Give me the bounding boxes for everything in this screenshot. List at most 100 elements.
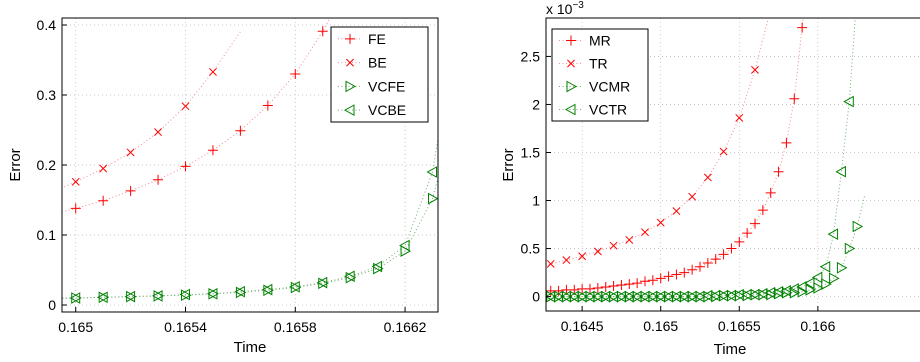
right-vctr-point: [654, 290, 666, 303]
right-legend-marker: [564, 103, 576, 116]
left-be-fit-curve: [62, 31, 241, 189]
right-mr-point: [569, 284, 580, 295]
left-legend-marker: [345, 80, 357, 93]
right-vctr-point: [576, 290, 587, 303]
right-mr-point: [781, 137, 792, 148]
left-vcbe-point: [261, 283, 273, 296]
left-y-axis-label: Error: [7, 148, 24, 181]
right-vctr-point: [796, 281, 807, 293]
left-fit-curves: [62, 18, 438, 299]
right-tr-point: [562, 256, 571, 265]
left-vcbe-point: [344, 270, 355, 283]
left-vcfe-point: [373, 262, 384, 275]
right-vctr-point: [599, 290, 611, 303]
left-vcbe-point: [316, 276, 328, 289]
right-vcmr-point: [821, 278, 832, 290]
left-vcfe-point: [428, 192, 438, 205]
right-mr-point: [687, 264, 698, 275]
right-x-tick-label: 0.1645: [561, 318, 604, 334]
left-fe-point: [290, 69, 301, 79]
left-x-tick-label: 0.165: [58, 319, 93, 335]
left-fe-point: [125, 185, 136, 196]
right-vctr-point: [678, 290, 689, 303]
right-mr-point: [773, 166, 784, 177]
right-axis-exponent-power: −3: [572, 0, 584, 11]
left-y-tick-label: 0.2: [37, 157, 57, 173]
right-legend-marker: [566, 80, 578, 93]
right-y-tick-label: 1.5: [521, 144, 541, 160]
right-vctr-point: [819, 260, 831, 273]
right-mr-point: [750, 218, 760, 229]
right-vctr-point: [623, 290, 634, 303]
right-vctr-point: [638, 290, 650, 303]
right-vctr-point: [811, 271, 823, 284]
right-mr-point: [671, 269, 682, 280]
left-be-point: [154, 128, 163, 137]
left-vcbe-point: [152, 290, 163, 302]
right-mr-point: [757, 205, 768, 216]
right-mr-point: [655, 273, 666, 284]
right-y-axis-label: Error: [500, 148, 517, 181]
right-x-tick-label: 0.165: [643, 318, 678, 334]
right-vctr-point: [568, 290, 579, 303]
right-mr-point: [702, 257, 713, 268]
right-legend-box: [551, 28, 649, 122]
left-fe-point: [70, 203, 81, 214]
right-vcmr-point: [836, 261, 848, 274]
left-fe-point: [235, 125, 246, 136]
left-legend-marker: [343, 104, 355, 116]
right-mr-point: [726, 243, 737, 254]
right-y-tick-label: 2.5: [521, 48, 541, 64]
left-legend-label: FE: [368, 31, 386, 47]
left-fe-point: [98, 195, 109, 206]
right-mr-point: [789, 93, 800, 104]
right-tr-point: [641, 228, 649, 237]
right-mr-point: [632, 278, 643, 289]
left-vcbe-point: [124, 290, 136, 303]
right-y-tick-label: 2: [532, 96, 540, 112]
left-be-point: [71, 177, 80, 186]
right-tr-point: [593, 247, 602, 256]
right-vctr-point: [741, 288, 752, 301]
right-vctr-point: [843, 95, 854, 108]
right-vctr-point: [546, 290, 556, 303]
right-ticks: 0.1645 0.165 0.1655 0.166 0 0.5 1 1.5 2 2.5: [521, 48, 836, 334]
right-legend-label: MR: [589, 33, 611, 49]
right-mr-point: [592, 282, 603, 293]
right-mr-point: [663, 271, 674, 282]
right-mr-point: [718, 249, 729, 260]
right-vctr-point: [717, 289, 729, 302]
right-tr-point: [625, 235, 634, 244]
left-fe-point: [317, 26, 328, 37]
right-mr-point: [616, 280, 627, 291]
right-legend-marker: [567, 59, 575, 68]
right-vctr-point: [701, 289, 713, 302]
left-be-point: [99, 164, 108, 173]
right-vctr-point: [709, 289, 721, 302]
left-fe-point: [180, 161, 191, 172]
right-y-tick-label: 0.5: [521, 241, 541, 257]
left-legend: FE BE VCFE VCBE: [330, 26, 429, 123]
right-mr-point: [765, 187, 776, 198]
left-x-axis-label: Time: [234, 339, 267, 356]
right-vctr-point: [662, 290, 674, 303]
left-markers: [69, 26, 438, 304]
right-x-tick-label: 0.166: [800, 318, 835, 334]
left-legend-box: [330, 26, 429, 123]
right-tr-point: [688, 192, 697, 201]
right-vctr-point: [615, 290, 626, 303]
right-tr-point: [578, 252, 587, 261]
left-legend-marker: [345, 33, 355, 44]
left-x-tick-label: 0.1662: [384, 319, 427, 335]
right-vctr-point: [646, 290, 658, 303]
right-tr-point: [703, 173, 712, 182]
left-y-tick-label: 0: [48, 297, 56, 313]
right-vctr-point: [583, 290, 595, 303]
right-mr-point: [640, 276, 650, 287]
left-x-tick-label: 0.1654: [164, 319, 207, 335]
right-tr-point: [656, 218, 665, 227]
left-legend-marker: [346, 58, 354, 67]
left-legend-label: VCFE: [368, 78, 405, 94]
